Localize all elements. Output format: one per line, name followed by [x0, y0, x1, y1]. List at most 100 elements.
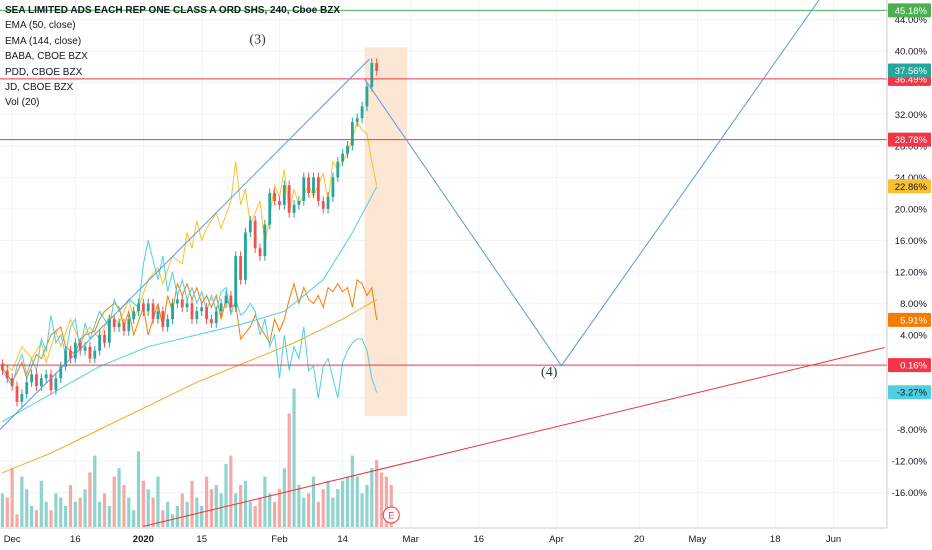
candle-body	[132, 311, 136, 320]
volume-bar	[360, 493, 364, 527]
legend-item-pdd[interactable]: PDD, CBOE BZX	[5, 66, 83, 78]
volume-bar	[345, 476, 350, 527]
candle-body	[127, 319, 131, 331]
series-line-baba	[2, 120, 378, 372]
legend-item-volume[interactable]: Vol (20)	[5, 97, 40, 109]
volume-bar	[273, 501, 277, 527]
candle-body	[49, 374, 53, 391]
candle-body	[98, 334, 102, 351]
candle-body	[326, 197, 330, 209]
volume-bar	[302, 497, 306, 527]
volume-bar	[253, 506, 257, 527]
volume-bar	[59, 497, 63, 527]
volume-bar	[355, 476, 359, 527]
volume-bar	[78, 497, 82, 527]
volume-bar	[34, 510, 39, 527]
volume-bar	[180, 493, 184, 527]
candle-body	[219, 303, 223, 312]
trend-line	[143, 347, 885, 527]
y-tick-label: 40.00%	[895, 47, 928, 58]
candle-body	[73, 342, 77, 359]
candle-body	[93, 350, 97, 359]
volume-bar	[204, 476, 209, 527]
price-tag-label: 22.86%	[895, 182, 928, 193]
candle-body	[375, 63, 379, 71]
volume-bar	[29, 506, 34, 527]
volume-bar	[195, 497, 199, 527]
x-tick-label: Mar	[403, 534, 419, 545]
legend-item-ema50[interactable]: EMA (50, close)	[5, 20, 76, 32]
x-tick-label: Apr	[549, 534, 564, 545]
candle-body	[161, 311, 165, 328]
price-tag	[888, 385, 931, 400]
y-tick-label: 20.00%	[895, 204, 928, 215]
candle-body	[151, 303, 155, 320]
candle-body	[64, 350, 68, 367]
volume-bar	[258, 497, 262, 527]
candle-body	[370, 63, 374, 87]
legend-title[interactable]: SEA LIMITED ADS EACH REP ONE CLASS A ORD…	[5, 5, 341, 16]
time-axis: Dec 16 2020 15 Feb 14 Mar 16 Apr 20 May 18 Jun	[0, 527, 887, 550]
legend-item-baba[interactable]: BABA, CBOE BZX	[5, 51, 88, 63]
candle-body	[78, 342, 82, 351]
volume-bar	[170, 514, 175, 527]
price-tag	[888, 3, 931, 18]
volume-bar	[156, 476, 160, 527]
candle-body	[112, 319, 116, 328]
price-tag-label: -3.27%	[897, 388, 928, 399]
volume-bar	[297, 485, 301, 527]
volume-bar	[307, 493, 311, 527]
volume-bar	[98, 501, 102, 527]
volume-bar	[166, 501, 170, 527]
candle-body	[224, 295, 228, 304]
candle-body	[20, 394, 24, 402]
volume-bar	[10, 468, 14, 527]
candle-body	[297, 200, 301, 205]
legend-item-ema144[interactable]: EMA (144, close)	[5, 35, 82, 47]
candle-body	[176, 299, 179, 304]
volume-bar	[268, 493, 272, 527]
volume-bar	[15, 514, 19, 527]
volume-bar	[68, 485, 73, 527]
candle-body	[336, 161, 340, 178]
volume-bar	[54, 493, 58, 527]
earnings-event-icon[interactable]	[382, 506, 400, 524]
candle-body	[210, 319, 213, 324]
volume-bar	[243, 480, 248, 527]
volume-bar	[316, 501, 320, 527]
candle-body	[234, 256, 238, 308]
candle-body	[273, 193, 277, 201]
volume-bar	[248, 501, 252, 527]
candle-body	[30, 374, 33, 383]
volume-bar	[384, 476, 388, 527]
volume-bar	[88, 472, 92, 527]
y-tick-label: 8.00%	[900, 299, 927, 310]
y-tick-label: 28.00%	[895, 141, 928, 152]
candle-body	[117, 323, 121, 328]
volume-bar	[0, 493, 5, 527]
candle-body	[39, 378, 43, 387]
volume-bar	[375, 459, 379, 527]
volume-bar	[141, 480, 145, 527]
volume-bar	[224, 464, 228, 527]
candle-body	[44, 374, 48, 379]
volume-bar	[73, 501, 77, 527]
volume-bar	[292, 388, 296, 527]
x-tick-label: May	[688, 534, 706, 545]
series-line-ema-50-close-	[2, 186, 378, 423]
candle-body	[15, 386, 19, 402]
candle-body	[59, 366, 63, 379]
legend-item-jd[interactable]: JD, CBOE BZX	[5, 82, 74, 94]
volume-bar	[44, 501, 48, 527]
highlight-zone	[364, 47, 408, 417]
volume-bar	[127, 497, 131, 527]
volume-bar	[39, 480, 43, 527]
volume-bar	[200, 506, 204, 527]
volume-bar	[282, 468, 286, 527]
volume-bar	[389, 485, 393, 527]
volume-bar	[25, 489, 29, 527]
price-tag	[888, 132, 931, 147]
candle-body	[365, 86, 369, 107]
candle-body	[292, 204, 296, 213]
